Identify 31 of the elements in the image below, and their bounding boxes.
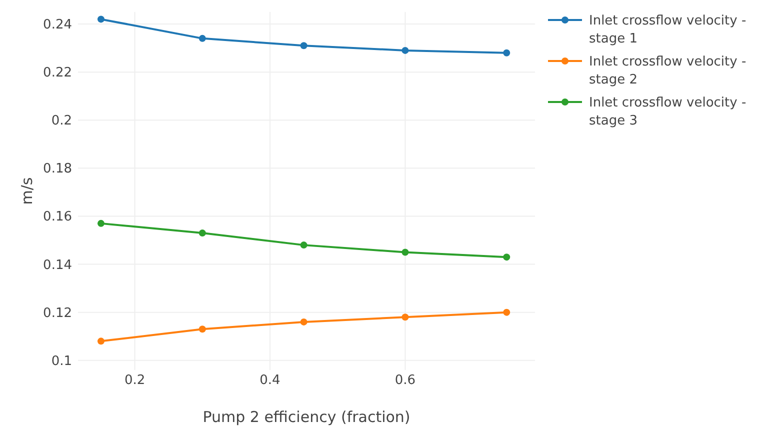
y-tick-label: 0.16 xyxy=(43,210,72,225)
point xyxy=(300,242,308,249)
y-tick-label: 0.12 xyxy=(43,306,72,321)
point xyxy=(503,308,510,316)
x-tick-label: 0.6 xyxy=(394,373,416,388)
x-tick-label: 0.2 xyxy=(124,373,146,388)
point xyxy=(97,338,104,345)
point xyxy=(198,230,206,237)
point xyxy=(402,248,409,256)
point xyxy=(402,46,409,54)
y-tick-label: 0.24 xyxy=(43,18,72,33)
point xyxy=(97,220,104,227)
point xyxy=(198,326,206,333)
point xyxy=(300,318,308,326)
legend-label: Inlet crossflow velocity - stage 1 xyxy=(589,14,746,46)
y-tick-label: 0.18 xyxy=(43,162,72,177)
point xyxy=(198,34,206,42)
y-tick-label: 0.22 xyxy=(43,66,72,81)
legend-label: Inlet crossflow velocity - stage 2 xyxy=(589,54,746,88)
legend-label: Inlet crossflow velocity - stage 3 xyxy=(589,96,746,128)
x-tick-label: 0.4 xyxy=(260,373,280,388)
point xyxy=(402,314,409,321)
y-tick-label: 0.2 xyxy=(51,114,72,129)
point xyxy=(97,16,104,23)
point xyxy=(503,49,510,56)
x-axis-title: Pump 2 efficiency (fraction) xyxy=(202,408,410,426)
point xyxy=(503,254,510,261)
y-tick-label: 0.14 xyxy=(43,258,72,273)
point xyxy=(300,42,308,50)
y-axis-title: m/s xyxy=(18,177,36,205)
y-tick-label: 0.1 xyxy=(51,354,72,369)
